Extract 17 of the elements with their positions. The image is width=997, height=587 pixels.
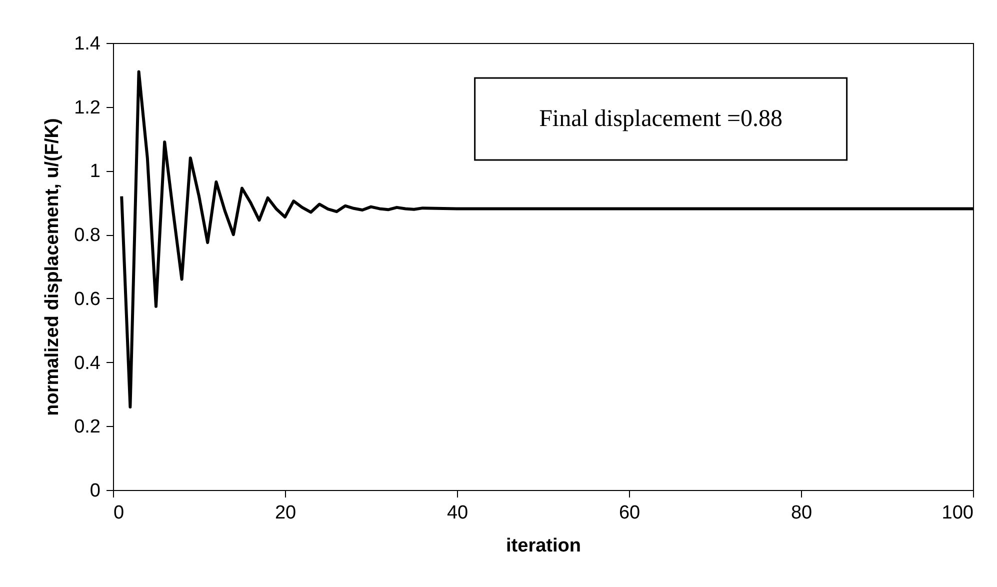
- x-tick-label: 20: [274, 502, 296, 524]
- y-tick-label: 1.4: [74, 34, 101, 54]
- x-tick-label: 40: [446, 502, 468, 524]
- y-tick-label: 0: [90, 480, 100, 502]
- x-tick-label: 100: [942, 502, 974, 524]
- y-tick-label: 1: [90, 161, 100, 182]
- x-tick-label: 0: [114, 502, 124, 524]
- y-tick-label: 0.2: [74, 416, 100, 438]
- y-axis-title: normalized displacement, u/(F/K): [42, 118, 64, 416]
- y-tick-label: 1.2: [74, 97, 100, 118]
- x-tick-label: 80: [790, 502, 812, 524]
- annotation: Final displacement =0.88: [539, 106, 783, 132]
- x-tick-label: 60: [618, 502, 640, 524]
- y-tick-label: 0.8: [74, 225, 100, 246]
- y-tick-label: 0.6: [74, 288, 100, 310]
- y-tick-label: 0.4: [74, 352, 101, 374]
- x-axis-title: iteration: [506, 536, 581, 556]
